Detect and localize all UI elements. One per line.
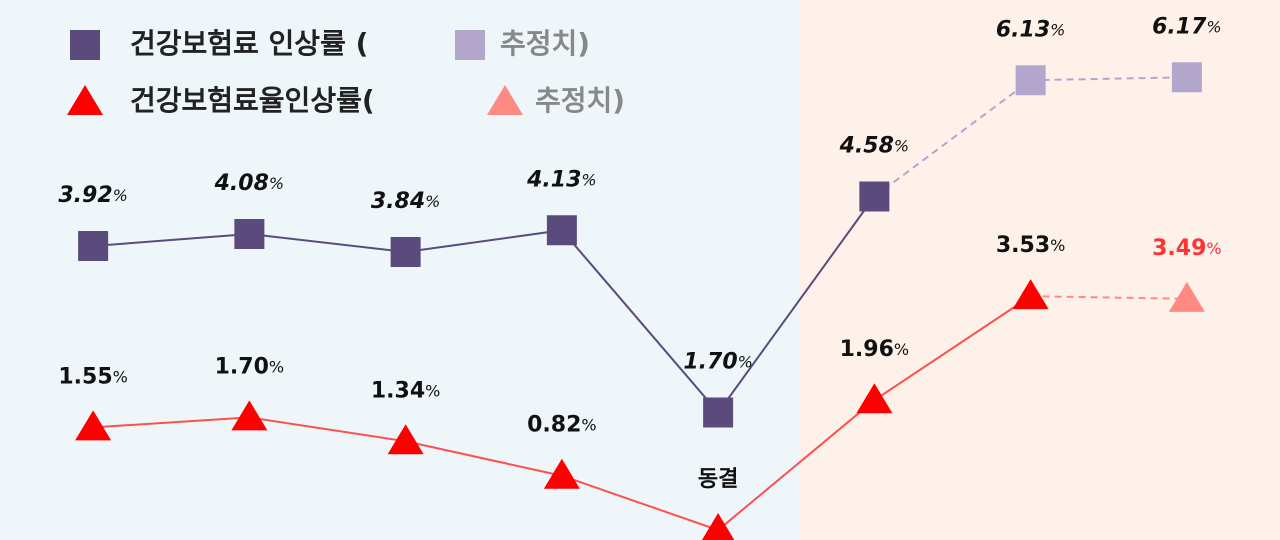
value-label: 3.92% xyxy=(58,183,127,208)
data-point xyxy=(1168,281,1205,312)
value-label: 3.84% xyxy=(371,189,440,214)
value-label: 1.96% xyxy=(840,337,909,362)
value-label: 1.55% xyxy=(58,364,127,389)
value-label: 6.17% xyxy=(1152,14,1221,39)
estimate-connector xyxy=(873,79,1032,198)
value-label: 동결 xyxy=(698,467,738,492)
data-point xyxy=(1171,62,1202,93)
series-line xyxy=(93,195,876,415)
value-label: 3.53% xyxy=(996,233,1065,258)
data-point xyxy=(78,231,109,261)
legend-label: 건강보험료율인상률( xyxy=(130,84,375,117)
data-point xyxy=(543,458,580,489)
value-label: 1.70% xyxy=(215,354,284,379)
series-line xyxy=(1030,76,1187,82)
legend-label: 건강보험료 인상률 ( xyxy=(130,27,368,60)
legend-marker xyxy=(487,85,523,115)
data-point xyxy=(231,400,268,431)
data-point xyxy=(701,513,735,540)
data-point xyxy=(234,219,265,249)
value-label: 0.82% xyxy=(527,413,596,438)
data-point xyxy=(1015,65,1046,96)
legend-marker xyxy=(67,85,103,115)
legend-label: 추정치) xyxy=(535,84,625,117)
value-label: 4.58% xyxy=(839,134,909,159)
value-label: 4.13% xyxy=(526,167,596,192)
data-point xyxy=(387,424,424,455)
estimate-connector xyxy=(1030,295,1187,300)
actual-period-background xyxy=(0,0,800,540)
value-label: 3.49% xyxy=(1152,236,1221,261)
data-point xyxy=(859,181,890,212)
legend-marker xyxy=(70,30,100,60)
data-point xyxy=(546,215,577,246)
legend-label: 추정치) xyxy=(500,27,590,60)
legend-marker xyxy=(455,30,485,60)
data-point xyxy=(390,237,421,267)
data-point xyxy=(703,397,734,428)
value-label: 6.13% xyxy=(996,17,1065,42)
data-point xyxy=(856,383,893,414)
data-point xyxy=(1012,279,1049,310)
value-label: 1.34% xyxy=(371,378,440,403)
data-point xyxy=(75,410,112,441)
value-label: 1.70% xyxy=(683,350,752,375)
value-label: 4.08% xyxy=(214,171,284,196)
